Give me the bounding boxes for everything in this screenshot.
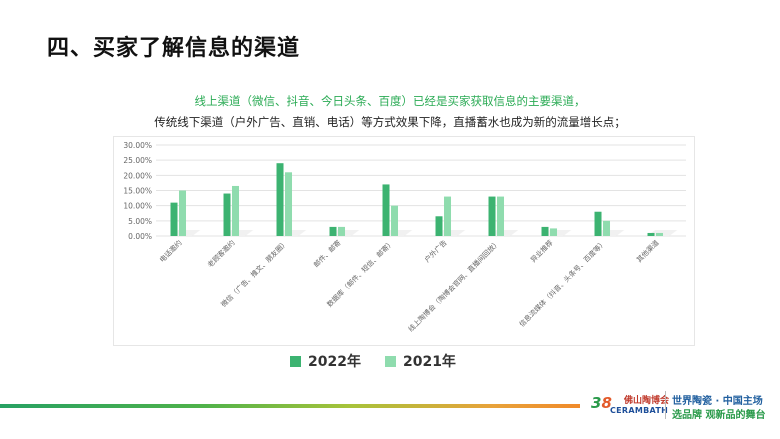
bar-2022 [435,216,443,236]
y-tick-label: 25.00% [123,156,152,165]
bar-2022 [541,226,549,236]
slogan-line-1: 世界陶瓷 · 中国主场 [672,396,763,407]
bar-2022 [329,226,337,236]
y-tick-label: 30.00% [123,141,152,150]
bar-2021 [285,172,293,236]
chart-frame: 0.00% 5.00% 10.00% 15.00% 20.00% 25.00% 30.00%… [113,136,695,346]
bar-2022 [170,202,178,236]
y-tick-label: 0.00% [128,232,152,241]
chart-legend: 2022年 2021年 [290,351,480,371]
bar-2022 [647,232,655,236]
bar-2022 [594,211,602,236]
legend-item-2021: 2021年 [384,351,456,371]
category-label: 其他渠道 [635,238,661,264]
legend-item-2022: 2022年 [290,351,361,371]
category-label: 电话邀约 [158,238,184,264]
bar-2021 [603,220,611,236]
subline-text: 传统线下渠道（户外广告、直销、电话）等方式效果下降，直播蓄水也成为新的流量增长点… [154,115,626,129]
bar-2021 [179,190,187,236]
bar-chart: 0.00% 5.00% 10.00% 15.00% 20.00% 25.00% 30.00%… [123,141,686,334]
bar-2022 [276,163,284,236]
bar-2021 [338,226,346,236]
bar-2022 [382,184,390,236]
y-tick-label: 10.00% [123,202,152,211]
bar-2021 [550,228,558,236]
bar-2022 [223,193,231,236]
footer-gradient-bar [0,404,580,408]
bar-2021 [656,232,664,236]
page-title: 四、买家了解信息的渠道 [47,36,301,61]
bar-2021 [497,196,505,236]
bar-2021 [391,205,399,236]
headline-text: 线上渠道（微信、抖音、今日头条、百度）已经是买家获取信息的主要渠道， [194,94,586,108]
logo-mark-b: 8 [601,394,612,412]
category-label: 异业推荐 [529,238,555,264]
footer-divider [665,391,666,419]
logo-name-en: CERAMBATH [610,406,669,415]
category-label: 户外广告 [423,238,449,264]
category-label: 老顾客邀约 [206,238,237,269]
legend-swatch-2022 [290,355,301,367]
bar-2021 [232,185,240,236]
legend-swatch-2021 [384,355,396,367]
category-label: 信息流媒体（抖音、头条号、百度等） [517,238,608,329]
slogan-line-2: 选品牌 观新品的舞台 [672,410,766,421]
category-label: 线上陶博会（陶博会官网、直播间回放） [406,238,501,333]
category-label: 邮件、邮寄 [312,238,343,269]
logo-icon: 38 [591,394,625,412]
bar-2022 [488,196,496,236]
y-tick-label: 5.00% [128,217,152,226]
logo-name-cn: 佛山陶博会 [624,396,670,406]
y-tick-label: 20.00% [123,171,152,180]
legend-label-2022: 2022年 [308,354,361,370]
bar-2021 [444,196,452,236]
legend-label-2021: 2021年 [402,354,456,370]
y-tick-label: 15.00% [123,187,152,196]
logo-mark-a: 3 [591,394,602,412]
